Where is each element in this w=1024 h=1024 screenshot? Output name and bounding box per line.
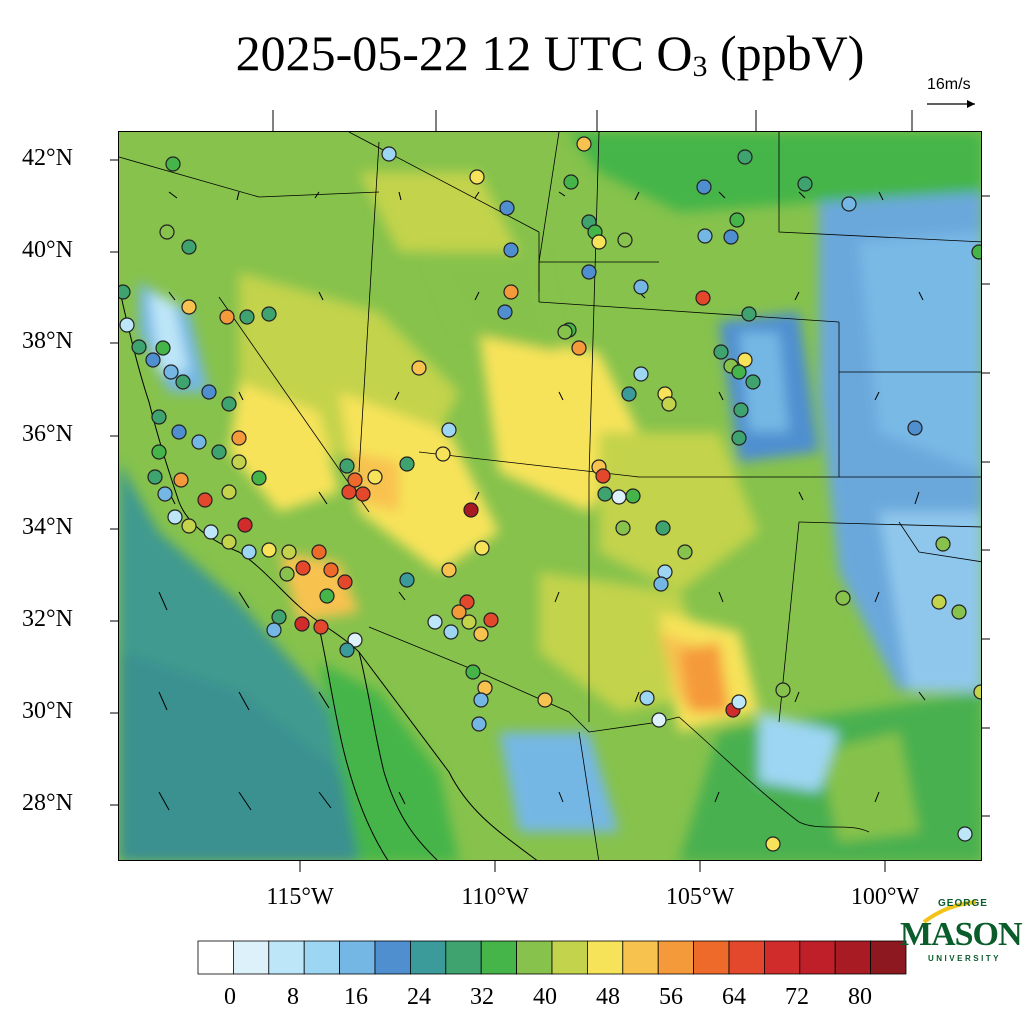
colorbar-label-72: 72 [785,984,809,1010]
gulf-of-california-coastline [358,651,438,860]
logo-swoosh-icon [922,900,977,924]
baja-west-coastline [318,626,389,860]
lat-label-38: 38°N [22,328,73,354]
colorbar-label-40: 40 [533,984,557,1010]
colorbar-swatch [693,940,730,975]
colorbar-swatch [764,940,801,975]
colorbar-label-64: 64 [722,984,746,1010]
colorbar-swatch [268,940,305,975]
colorbar-swatch [480,940,518,975]
lat-label-36: 36°N [22,421,73,447]
title-suffix: (ppbV) [707,25,865,81]
logo-line-george: GEORGE [938,898,988,909]
colorbar-label-56: 56 [659,984,683,1010]
lat-label-34: 34°N [22,514,73,540]
map-title: 2025-05-22 12 UTC O3 (ppbV) [0,22,1024,98]
lat-label-40: 40°N [22,237,73,263]
colorbar-swatch [445,940,482,975]
colorbar-label-8: 8 [287,984,299,1010]
wind-reference-arrow-icon [927,100,975,108]
colorbar-swatch [197,940,234,975]
logo-line-university: UNIVERSITY [928,954,1002,963]
colorbar-swatch [657,940,695,975]
ozone-map-canvas [119,132,981,860]
colorbar-label-32: 32 [470,984,494,1010]
title-prefix: 2025-05-22 12 UTC O [235,25,693,81]
colorbar-swatch [516,940,553,975]
sonora-coastline [358,651,538,860]
title-subscript: 3 [692,50,708,83]
wind-reference-vector: 16m/s [925,76,981,116]
colorbar-label-16: 16 [344,984,368,1010]
colorbar-label-24: 24 [407,984,431,1010]
lon-label-110: 110°W [461,884,529,910]
lon-label-100: 100°W [850,884,920,910]
lat-label-32: 32°N [22,606,73,632]
colorbar-swatch [233,940,270,975]
colorbar-swatch [834,940,872,975]
colorbar-label-0: 0 [224,984,236,1010]
george-mason-logo: GEORGE MASON UNIVERSITY [898,898,1023,968]
colorbar-swatch [551,940,588,975]
colorbar-swatch [374,940,411,975]
colorbar-label-80: 80 [848,984,872,1010]
colorbar-swatch [586,940,624,975]
ozone-field [119,132,981,860]
lat-label-28: 28°N [22,790,73,816]
lon-label-115: 115°W [266,884,334,910]
colorbar-label-48: 48 [596,984,620,1010]
colorbar-swatch [870,940,907,975]
colorbar-swatch [728,940,765,975]
lon-label-105: 105°W [665,884,735,910]
ozone-map [118,131,982,861]
ozone-colorbar [197,940,907,975]
colorbar-swatch [303,940,340,975]
wind-vectors [158,191,926,811]
colorbar-swatch [799,940,836,975]
lat-label-42: 42°N [22,145,73,171]
lat-label-30: 30°N [22,698,73,724]
colorbar-swatch [409,940,447,975]
colorbar-swatch [339,940,376,975]
ozone-station-markers [119,136,981,852]
logo-line-mason: MASON [900,916,1023,953]
colorbar-swatch [622,940,659,975]
wind-reference-label: 16m/s [927,76,971,93]
